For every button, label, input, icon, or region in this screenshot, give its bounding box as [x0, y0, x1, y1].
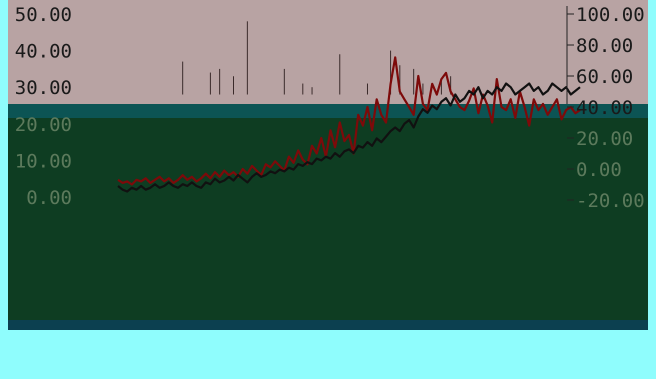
right-tick-label-6: -20.00	[576, 190, 645, 212]
right-tick-label-5: 0.00	[576, 159, 622, 181]
left-tick-label-3: 20.00	[15, 114, 72, 136]
left-tick-label-2: 30.00	[15, 77, 72, 99]
right-tick-label-0: 100.00	[576, 4, 645, 26]
left-tick-label-5: 0.00	[26, 187, 72, 209]
right-tick-label-1: 80.00	[576, 35, 633, 57]
footer-strip	[0, 330, 656, 379]
left-tick-label-4: 10.00	[15, 150, 72, 172]
left-tick-label-0: 50.00	[15, 4, 72, 26]
series-line-1	[117, 82, 581, 193]
upper-plot-band	[8, 0, 648, 104]
series-line-0	[117, 56, 581, 186]
right-tick-label-2: 60.00	[576, 66, 633, 88]
left-tick-label-1: 40.00	[15, 41, 72, 63]
right-tick-label-3: 40.00	[576, 97, 633, 119]
bottom-plot-band	[8, 320, 648, 330]
right-tick-label-4: 20.00	[576, 128, 633, 150]
